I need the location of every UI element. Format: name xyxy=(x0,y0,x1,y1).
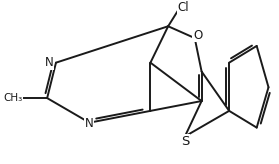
Text: Cl: Cl xyxy=(177,1,189,14)
Text: CH₃: CH₃ xyxy=(3,93,22,103)
Text: N: N xyxy=(85,117,94,130)
Text: O: O xyxy=(193,29,202,42)
Text: S: S xyxy=(181,135,189,148)
Text: N: N xyxy=(45,56,54,69)
